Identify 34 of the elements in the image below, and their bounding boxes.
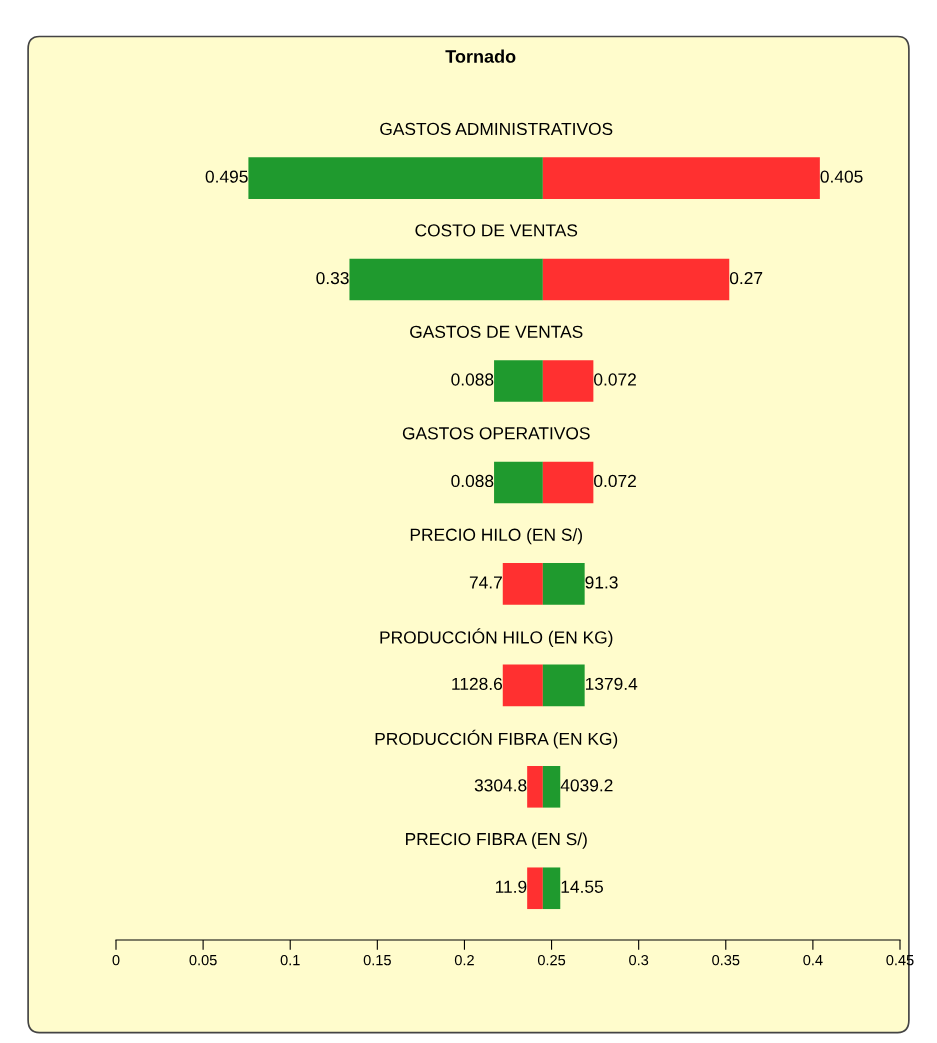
x-tick-label: 0.05: [189, 954, 217, 966]
x-tick-label: 0: [112, 954, 120, 966]
annotation: 0.088: [451, 373, 494, 386]
x-tick-label: 0.15: [363, 954, 391, 966]
annotation: 1128.6: [452, 677, 503, 691]
annotation: 0.405: [820, 170, 863, 183]
annotation: 0.072: [594, 474, 636, 488]
annotation: 0.072: [594, 373, 636, 386]
annotation: 0.088: [451, 474, 494, 488]
annotation: 4039.2: [560, 779, 613, 792]
annotation: 11.9: [495, 880, 527, 893]
annotation: 0.495: [205, 170, 248, 183]
annotation: 0.33: [316, 271, 349, 285]
chart-title: Tornado: [445, 49, 516, 63]
y-tick-label: COSTO DE VENTAS: [415, 224, 578, 237]
annotation: 3304.8: [474, 779, 527, 792]
annotation: 74.7: [469, 576, 502, 589]
x-tick-label: 0.25: [537, 954, 566, 966]
y-tick-label: GASTOS DE VENTAS: [410, 325, 583, 338]
annotation: 0.27: [729, 271, 763, 285]
x-tick-label: 0.35: [712, 954, 740, 966]
y-tick-label: GASTOS ADMINISTRATIVOS: [380, 122, 613, 136]
annotation: 14.55: [561, 880, 603, 893]
y-tick-label: PRODUCCIÓN FIBRA (EN KG): [375, 729, 618, 749]
x-tick-label: 0.3: [629, 954, 649, 966]
x-tick-label: 0.1: [280, 954, 300, 966]
y-tick-label: GASTOS OPERATIVOS: [402, 427, 590, 440]
y-tick-label: PRECIO FIBRA (EN S/): [406, 832, 587, 849]
y-tick-label: PRODUCCIÓN HILO (EN KG): [380, 628, 613, 647]
annotation: 1379.4: [585, 677, 638, 691]
x-tick-label: 0.4: [803, 954, 823, 966]
y-tick-label: PRECIO HILO (EN S/): [410, 528, 582, 545]
annotation: 91.3: [585, 576, 618, 589]
x-tick-label: 0.2: [454, 954, 474, 966]
